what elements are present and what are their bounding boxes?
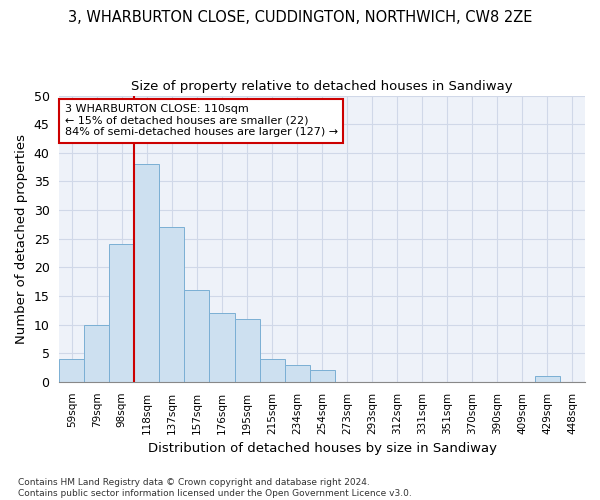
Bar — [184, 290, 209, 382]
Y-axis label: Number of detached properties: Number of detached properties — [15, 134, 28, 344]
Title: Size of property relative to detached houses in Sandiway: Size of property relative to detached ho… — [131, 80, 513, 93]
Text: Contains HM Land Registry data © Crown copyright and database right 2024.
Contai: Contains HM Land Registry data © Crown c… — [18, 478, 412, 498]
Bar — [284, 364, 310, 382]
Bar — [235, 319, 260, 382]
Bar — [109, 244, 134, 382]
Bar — [85, 324, 109, 382]
Bar — [59, 359, 85, 382]
Bar — [209, 313, 235, 382]
Bar — [260, 359, 284, 382]
Bar — [535, 376, 560, 382]
Bar — [310, 370, 335, 382]
Bar — [134, 164, 160, 382]
Bar — [160, 227, 184, 382]
Text: 3 WHARBURTON CLOSE: 110sqm
← 15% of detached houses are smaller (22)
84% of semi: 3 WHARBURTON CLOSE: 110sqm ← 15% of deta… — [65, 104, 338, 138]
X-axis label: Distribution of detached houses by size in Sandiway: Distribution of detached houses by size … — [148, 442, 497, 455]
Text: 3, WHARBURTON CLOSE, CUDDINGTON, NORTHWICH, CW8 2ZE: 3, WHARBURTON CLOSE, CUDDINGTON, NORTHWI… — [68, 10, 532, 25]
